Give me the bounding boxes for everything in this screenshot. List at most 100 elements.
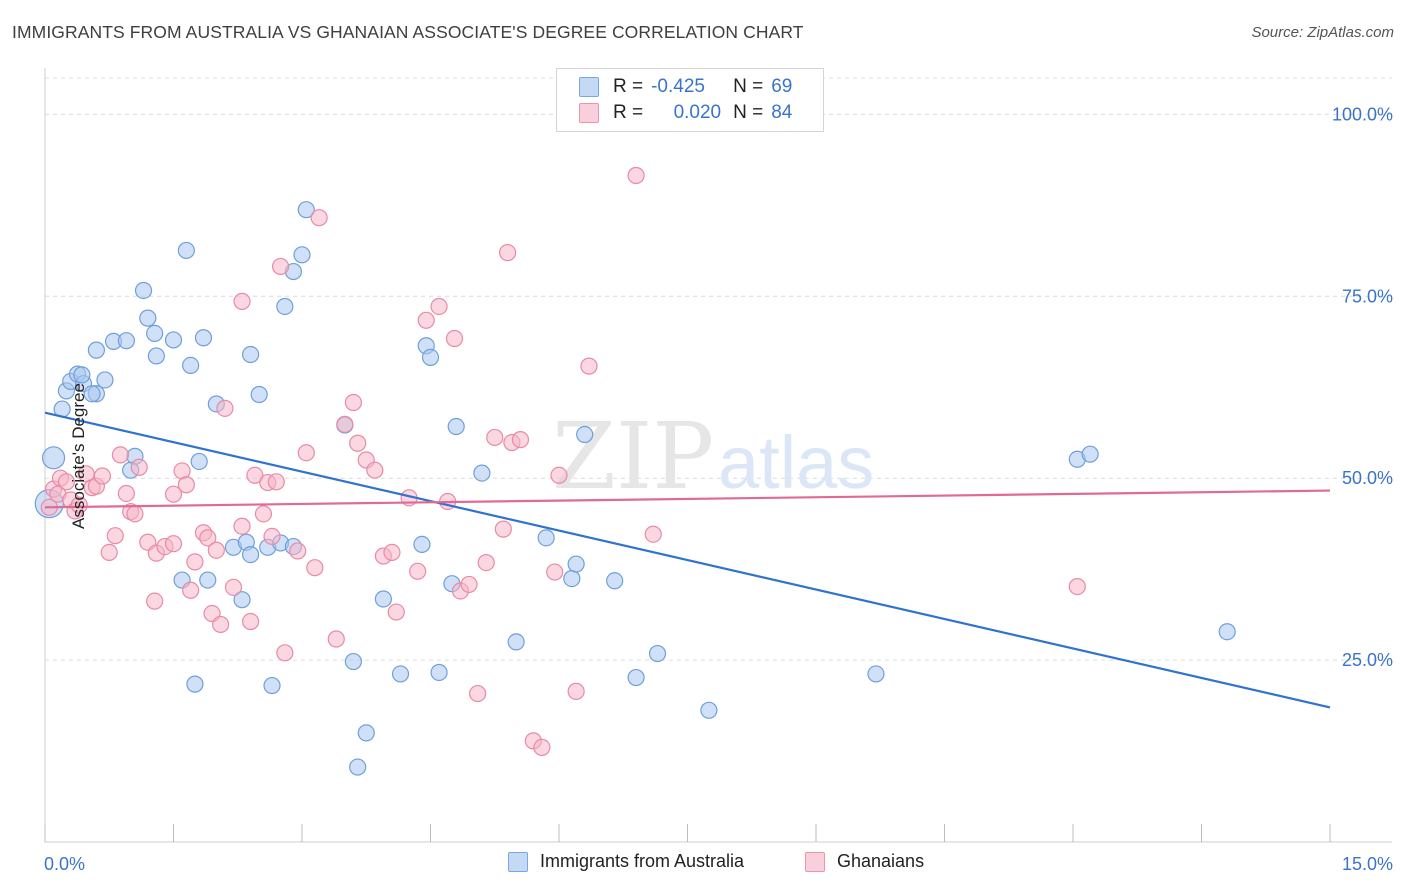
ghanaian-point: [460, 575, 478, 594]
legend-r-value: -0.425: [651, 76, 705, 97]
australia-point: [190, 452, 208, 471]
ghanaian-point: [70, 496, 88, 514]
australia-point: [1218, 623, 1236, 641]
ghanaian-point: [409, 562, 427, 580]
series-swatch-australia: [508, 851, 528, 872]
ghanaian-point: [233, 517, 251, 535]
ghanaian-point: [306, 559, 324, 577]
legend-n-label: N =: [733, 76, 764, 97]
ghanaian-point: [126, 505, 144, 523]
ghanaian-point: [627, 166, 645, 185]
ghanaian-point: [271, 257, 290, 276]
australia-point: [276, 297, 294, 316]
series-label-australia: Immigrants from Australia: [540, 851, 745, 871]
source-label: Source: ZipAtlas.com: [1251, 24, 1394, 41]
legend-swatch-ghanaians: [579, 103, 599, 123]
ghanaian-point: [366, 461, 384, 479]
ghanaian-point: [567, 682, 585, 700]
australia-trend-line: [44, 411, 1331, 709]
australia-point: [233, 591, 251, 609]
australia-point: [344, 652, 362, 671]
ghanaian-point: [550, 466, 568, 484]
australia-point: [421, 348, 440, 367]
australia-point: [349, 758, 367, 776]
ghanaian-point: [580, 357, 598, 375]
legend-r-label: R =: [613, 102, 644, 123]
ghanaian-point: [289, 542, 307, 560]
y-tick-label: 25.0%: [1342, 650, 1393, 670]
ghanaian-point: [93, 467, 111, 485]
legend-swatch-australia: [579, 77, 599, 97]
australia-point: [177, 241, 195, 260]
ghanaian-point: [224, 578, 243, 596]
legend-row-ghanaians: R = 0.020 N = 84: [579, 101, 792, 125]
ghanaian-point: [212, 615, 230, 634]
australia-point: [96, 371, 114, 389]
australia-point: [700, 701, 718, 719]
trend-lines: [44, 411, 1331, 709]
australia-point: [242, 345, 260, 364]
australia-point: [867, 665, 885, 683]
australia-point: [250, 385, 268, 404]
australia-point: [134, 281, 153, 300]
ghanaian-point: [207, 541, 225, 559]
chart-title: IMMIGRANTS FROM AUSTRALIA VS GHANAIAN AS…: [12, 22, 804, 42]
australia-point: [164, 331, 183, 349]
ghanaian-point: [310, 209, 328, 227]
ghanaian-point: [106, 527, 124, 545]
ghanaian-trend-line: [44, 489, 1331, 509]
series-legend-ghanaians: Ghanaians: [805, 851, 924, 872]
australia-point: [374, 590, 392, 608]
ghanaian-point: [430, 297, 448, 316]
y-tick-label: 75.0%: [1342, 286, 1393, 306]
ghanaian-point: [511, 431, 530, 449]
legend-r-label: R =: [613, 76, 644, 97]
legend-n-label: N =: [733, 102, 764, 123]
series-legend-australia: Immigrants from Australia: [508, 851, 744, 872]
ghanaian-point: [246, 466, 264, 484]
ghanaian-point: [199, 529, 217, 547]
australia-point: [147, 347, 165, 365]
ghanaian-point: [242, 612, 260, 631]
grid-lines: [45, 77, 1392, 661]
watermark: ZIP atlas: [552, 403, 874, 510]
series-label-ghanaians: Ghanaians: [837, 851, 925, 871]
australia-point: [186, 675, 204, 693]
australia-point: [293, 246, 311, 264]
australia-point: [297, 201, 315, 219]
australia-point: [563, 570, 581, 588]
ghanaian-point: [182, 581, 200, 599]
australia-point: [473, 464, 491, 482]
australia-point: [83, 385, 101, 403]
australia-point: [606, 572, 624, 590]
y-axis-label: Associate's Degree: [68, 383, 88, 529]
australia-point: [391, 665, 410, 683]
ghanaian-point: [164, 535, 183, 553]
australia-point: [430, 663, 448, 682]
australia-point: [41, 446, 66, 470]
australia-point: [242, 545, 260, 564]
australia-point: [648, 644, 667, 663]
australia-point: [357, 724, 375, 742]
series-legend: Immigrants from Australia Ghanaians: [0, 851, 1406, 877]
australia-point: [199, 571, 217, 589]
australia-point: [576, 425, 594, 444]
ghanaian-point: [164, 485, 183, 503]
australia-point: [146, 324, 164, 342]
ghanaian-point: [216, 399, 234, 417]
ghanaian-point: [177, 476, 195, 494]
series-swatch-ghanaians: [805, 851, 825, 872]
australia-point: [567, 555, 585, 573]
ghanaian-point: [383, 543, 401, 562]
australia-point: [447, 417, 465, 436]
legend-n-value: 84: [771, 102, 793, 123]
australia-point: [507, 633, 525, 651]
y-tick-label: 100.0%: [1332, 104, 1393, 124]
ghanaian-point: [644, 525, 662, 543]
watermark-zip: ZIP: [552, 403, 714, 510]
ghanaian-point: [130, 458, 148, 476]
ghanaian-point: [533, 738, 551, 757]
australia-point: [182, 356, 200, 375]
ghanaian-point: [297, 444, 315, 462]
australia-point: [139, 309, 157, 327]
